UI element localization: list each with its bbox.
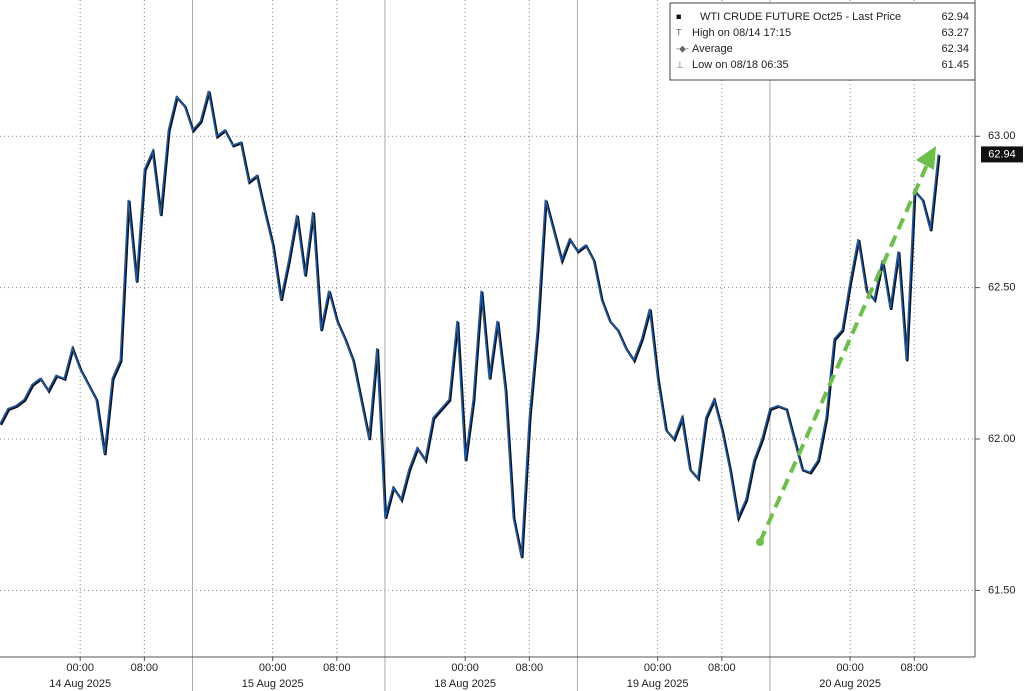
date-label: 19 Aug 2025 xyxy=(627,678,689,690)
legend-icon: ⊥ xyxy=(676,59,684,69)
legend-icon: -◆- xyxy=(676,43,689,53)
date-label: 20 Aug 2025 xyxy=(819,678,881,690)
date-label: 18 Aug 2025 xyxy=(434,678,496,690)
date-label: 15 Aug 2025 xyxy=(242,678,304,690)
y-tick-label: 62.00 xyxy=(988,433,1016,445)
date-label: 14 Aug 2025 xyxy=(49,678,111,690)
y-tick-label: 63.00 xyxy=(988,130,1016,142)
trend-arrow-head xyxy=(916,146,936,170)
legend-label: High on 08/14 17:15 xyxy=(692,27,791,39)
legend-value: 61.45 xyxy=(941,59,969,71)
last-price-tag xyxy=(981,146,1023,163)
x-tick-label: 00:00 xyxy=(259,662,287,674)
legend-value: 62.34 xyxy=(941,43,969,55)
legend-label: Low on 08/18 06:35 xyxy=(692,59,789,71)
trend-arrow-start xyxy=(756,538,764,546)
x-tick-label: 08:00 xyxy=(131,662,159,674)
legend: ■ WTI CRUDE FUTURE Oct25 - Last Price 62.9… xyxy=(669,2,976,81)
legend-value: 62.94 xyxy=(941,11,969,23)
x-tick-label: 00:00 xyxy=(644,662,672,674)
last-price-label: 62.94 xyxy=(988,148,1016,160)
legend-box xyxy=(669,2,976,81)
plot: 62.94 xyxy=(0,90,1023,559)
x-tick-label: 00:00 xyxy=(66,662,94,674)
x-tick-label: 08:00 xyxy=(516,662,544,674)
legend-value: 63.27 xyxy=(941,27,969,39)
x-tick-label: 00:00 xyxy=(451,662,479,674)
x-tick-label: 08:00 xyxy=(708,662,736,674)
legend-label: WTI CRUDE FUTURE Oct25 - Last Price xyxy=(700,11,901,23)
legend-label: Average xyxy=(692,43,733,55)
y-tick-label: 62.50 xyxy=(988,282,1016,294)
price-line xyxy=(0,90,940,558)
trend-arrow xyxy=(758,157,932,543)
x-tick-label: 08:00 xyxy=(323,662,351,674)
legend-icon: T xyxy=(676,27,682,37)
x-tick-label: 00:00 xyxy=(836,662,864,674)
y-tick-label: 61.50 xyxy=(988,584,1016,596)
x-tick-label: 08:00 xyxy=(901,662,929,674)
legend-icon: ■ xyxy=(676,11,681,21)
